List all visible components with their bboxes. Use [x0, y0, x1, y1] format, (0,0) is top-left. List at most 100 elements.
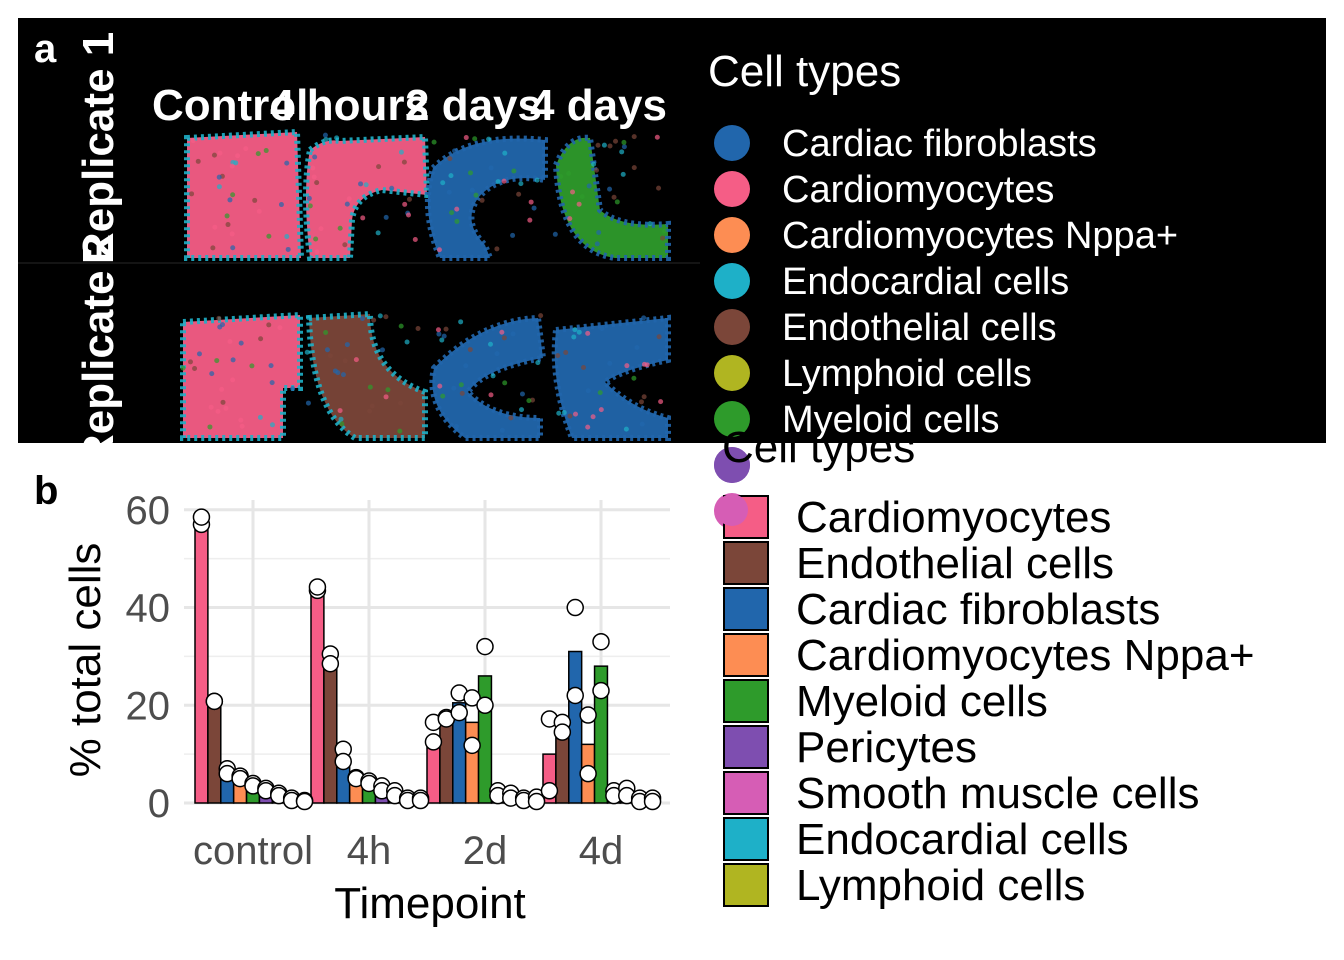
cell-dot	[488, 165, 494, 171]
panel-a-legend-overflow-title: Cell types	[722, 423, 915, 472]
cell-dot	[631, 375, 637, 381]
cell-dot	[196, 351, 202, 357]
cell-dot	[601, 142, 607, 148]
cell-dot	[238, 340, 244, 346]
cell-dot	[487, 341, 493, 347]
cell-dot	[318, 226, 324, 232]
cell-dot	[255, 151, 261, 157]
tissue-map-r2-c3	[429, 313, 547, 441]
cell-dot	[389, 185, 395, 191]
bars	[194, 521, 660, 804]
cell-dot	[376, 164, 382, 170]
cell-dot	[538, 313, 544, 319]
cell-dot	[519, 391, 525, 397]
cell-dot	[576, 201, 582, 207]
legend-b-label: Lymphoid cells	[796, 861, 1085, 910]
cell-dot	[238, 417, 244, 423]
tissue-border-cells	[305, 310, 428, 441]
cell-dot	[644, 362, 650, 368]
x-tick-label: 2d	[463, 829, 508, 873]
cell-dot	[591, 161, 597, 167]
replicate-point	[450, 703, 468, 722]
cell-dot	[440, 393, 446, 399]
cell-dot	[398, 323, 404, 329]
cell-dot	[486, 136, 492, 142]
cell-dot	[304, 349, 310, 355]
cell-dot	[660, 235, 666, 241]
y-axis-title: % total cells	[61, 543, 110, 778]
cell-dot	[230, 245, 236, 251]
cell-dot	[488, 392, 494, 398]
bar	[207, 702, 222, 804]
cell-dot	[656, 334, 662, 340]
cell-dot	[585, 330, 591, 336]
cell-dot	[229, 231, 235, 237]
legend-b-item: Pericytes	[723, 723, 977, 772]
cell-dot	[619, 149, 625, 155]
cell-dot	[369, 403, 375, 409]
cell-dot	[337, 408, 343, 414]
cell-dot	[359, 315, 365, 321]
legend-b-item: Endothelial cells	[723, 539, 1114, 588]
legend-b-label: Cardiomyocytes	[796, 493, 1111, 542]
legend-a-item: Endothelial cells	[714, 307, 1057, 349]
legend-b-label: Cardiomyocytes Nppa+	[796, 631, 1255, 680]
cell-dot	[463, 135, 469, 141]
cell-dot	[216, 315, 222, 321]
cell-dot	[225, 222, 231, 228]
cell-dot	[463, 363, 469, 369]
cell-dot	[229, 163, 235, 169]
cell-dot	[454, 206, 460, 212]
legend-a-item: Lymphoid cells	[714, 353, 1032, 395]
cell-dot	[342, 358, 348, 364]
legend-a-item: Myeloid cells	[714, 399, 1000, 441]
bar	[323, 658, 338, 804]
legend-a-swatch	[714, 309, 750, 345]
cell-dot	[344, 342, 350, 348]
x-axis-title: Timepoint	[334, 879, 526, 928]
cell-dot	[207, 424, 213, 430]
cell-dot	[209, 371, 215, 377]
cell-dot	[239, 423, 245, 429]
bar	[464, 721, 480, 804]
legend-b-item: Lymphoid cells	[723, 861, 1085, 910]
cell-dot	[566, 170, 572, 176]
cell-dot	[367, 408, 373, 414]
cell-dot	[641, 315, 647, 321]
cell-dot	[189, 191, 195, 197]
legend-a-swatch	[714, 355, 750, 391]
cell-dot	[257, 414, 263, 420]
y-tick-labels: 0 20 40 60	[126, 489, 171, 826]
replicate-point	[527, 792, 546, 811]
cell-dot	[278, 202, 284, 208]
cell-dot	[252, 197, 258, 203]
replicate-point	[566, 686, 584, 705]
cell-dot	[230, 377, 236, 383]
legend-b-label: Myeloid cells	[796, 677, 1048, 726]
cell-dot	[510, 331, 516, 337]
cell-dot	[406, 212, 412, 218]
cell-dot	[631, 165, 637, 171]
tissue-maps	[180, 128, 671, 441]
cell-dot	[508, 415, 514, 421]
cell-dot	[337, 225, 343, 231]
cell-dot	[212, 224, 218, 230]
cell-dot	[567, 216, 573, 222]
cell-dot	[561, 409, 567, 415]
cell-dot	[223, 405, 229, 411]
cell-dot	[510, 232, 516, 238]
column-title: 4 hours	[270, 81, 429, 130]
cell-dot	[377, 313, 383, 319]
column-title: Control	[152, 81, 308, 130]
legend-a-item: Endocardial cells	[714, 261, 1069, 303]
cell-dot	[594, 167, 600, 173]
cell-dot	[230, 357, 236, 363]
cell-dot	[572, 327, 578, 333]
cell-dot	[563, 350, 569, 356]
tissue-section	[556, 137, 668, 258]
cell-dot	[266, 233, 272, 239]
cell-dot	[290, 385, 296, 391]
cell-dot	[216, 184, 222, 190]
cell-dot	[220, 399, 226, 405]
